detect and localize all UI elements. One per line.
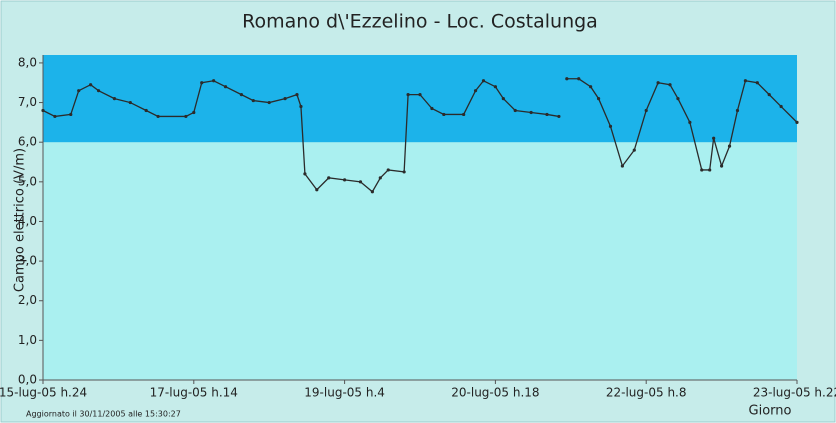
y-tick-label: 1,0 bbox=[18, 333, 37, 347]
y-tick-label: 0,0 bbox=[18, 373, 37, 387]
data-point bbox=[676, 97, 679, 100]
x-axis-label: Giorno bbox=[749, 404, 792, 419]
data-point bbox=[609, 125, 612, 128]
data-point bbox=[315, 188, 318, 191]
data-point bbox=[200, 81, 203, 84]
data-point bbox=[736, 109, 739, 112]
data-point bbox=[403, 170, 406, 173]
x-tick-label: 22-lug-05 h.8 bbox=[606, 386, 687, 400]
footnote: Aggiornato il 30/11/2005 alle 15:30:27 bbox=[26, 410, 181, 419]
data-point bbox=[283, 97, 286, 100]
y-tick-label: 3,0 bbox=[18, 254, 37, 268]
data-point bbox=[597, 97, 600, 100]
y-tick-label: 5,0 bbox=[18, 174, 37, 188]
data-point bbox=[474, 89, 477, 92]
data-point bbox=[387, 168, 390, 171]
data-point bbox=[589, 85, 592, 88]
data-point bbox=[295, 93, 298, 96]
data-point bbox=[756, 81, 759, 84]
data-point bbox=[780, 105, 783, 108]
chart-title: Romano d\'Ezzelino - Loc. Costalunga bbox=[242, 11, 598, 33]
x-tick-label: 20-lug-05 h.18 bbox=[451, 386, 539, 400]
data-point bbox=[502, 97, 505, 100]
data-point bbox=[343, 178, 346, 181]
data-point bbox=[514, 109, 517, 112]
data-point bbox=[212, 79, 215, 82]
data-point bbox=[418, 93, 421, 96]
data-point bbox=[77, 89, 80, 92]
data-point bbox=[89, 83, 92, 86]
data-point bbox=[192, 111, 195, 114]
y-tick-label: 4,0 bbox=[18, 214, 37, 228]
band bbox=[43, 55, 797, 142]
y-tick-label: 8,0 bbox=[18, 55, 37, 69]
data-point bbox=[668, 83, 671, 86]
x-tick-label: 23-lug-05 h.22 bbox=[753, 386, 836, 400]
data-point bbox=[430, 107, 433, 110]
data-point bbox=[795, 121, 798, 124]
page: Romano d\'Ezzelino - Loc. Costalunga Cam… bbox=[0, 0, 836, 423]
data-point bbox=[688, 121, 691, 124]
data-point bbox=[303, 172, 306, 175]
data-point bbox=[565, 77, 568, 80]
data-point bbox=[69, 113, 72, 116]
data-point bbox=[712, 137, 715, 140]
data-point bbox=[129, 101, 132, 104]
data-point bbox=[545, 113, 548, 116]
data-point bbox=[728, 145, 731, 148]
data-point bbox=[359, 180, 362, 183]
data-point bbox=[442, 113, 445, 116]
data-point bbox=[41, 109, 44, 112]
y-tick-label: 7,0 bbox=[18, 95, 37, 109]
y-tick-label: 2,0 bbox=[18, 293, 37, 307]
y-tick-label: 6,0 bbox=[18, 135, 37, 149]
data-point bbox=[327, 176, 330, 179]
x-tick-label: 17-lug-05 h.14 bbox=[150, 386, 238, 400]
data-point bbox=[744, 79, 747, 82]
data-point bbox=[633, 149, 636, 152]
data-point bbox=[494, 85, 497, 88]
data-point bbox=[645, 109, 648, 112]
data-point bbox=[97, 89, 100, 92]
data-point bbox=[145, 109, 148, 112]
data-point bbox=[184, 115, 187, 118]
data-point bbox=[768, 93, 771, 96]
data-point bbox=[657, 81, 660, 84]
data-point bbox=[53, 115, 56, 118]
data-point bbox=[700, 168, 703, 171]
data-point bbox=[224, 85, 227, 88]
data-point bbox=[621, 164, 624, 167]
data-point bbox=[156, 115, 159, 118]
data-point bbox=[299, 105, 302, 108]
data-point bbox=[577, 77, 580, 80]
data-point bbox=[113, 97, 116, 100]
data-point bbox=[482, 79, 485, 82]
data-point bbox=[406, 93, 409, 96]
data-point bbox=[371, 190, 374, 193]
data-point bbox=[530, 111, 533, 114]
data-point bbox=[462, 113, 465, 116]
data-point bbox=[268, 101, 271, 104]
chart: Romano d\'Ezzelino - Loc. Costalunga Cam… bbox=[0, 0, 836, 423]
data-point bbox=[240, 93, 243, 96]
data-point bbox=[557, 115, 560, 118]
data-point bbox=[708, 168, 711, 171]
data-point bbox=[720, 164, 723, 167]
x-tick-label: 19-lug-05 h.4 bbox=[304, 386, 385, 400]
x-tick-label: 15-lug-05 h.24 bbox=[0, 386, 87, 400]
data-point bbox=[379, 176, 382, 179]
data-point bbox=[252, 99, 255, 102]
